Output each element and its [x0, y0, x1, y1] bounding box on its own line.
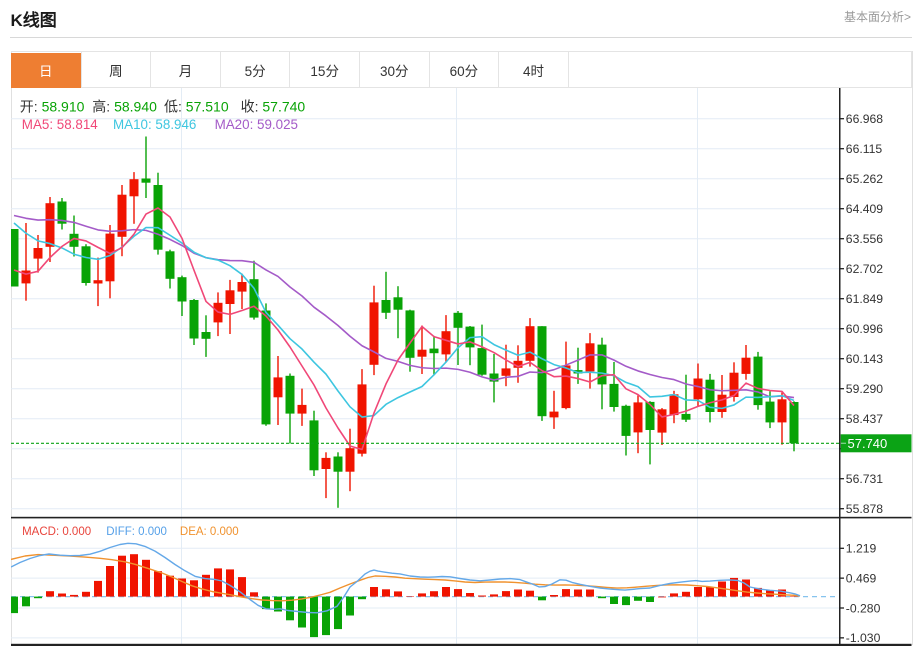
svg-text:63.556: 63.556 [846, 232, 883, 246]
svg-text:-1.030: -1.030 [846, 631, 881, 645]
svg-text:59.290: 59.290 [846, 382, 883, 396]
svg-text:DEA: 0.000: DEA: 0.000 [180, 526, 239, 538]
svg-text:60.996: 60.996 [846, 322, 883, 336]
svg-text:64.409: 64.409 [846, 202, 883, 216]
svg-text:1.219: 1.219 [846, 542, 877, 556]
svg-text:0.469: 0.469 [846, 571, 877, 585]
svg-text:66.968: 66.968 [846, 112, 883, 126]
svg-text:56.731: 56.731 [846, 472, 883, 486]
svg-text:收: 57.740: 收: 57.740 [241, 98, 306, 114]
svg-text:55.878: 55.878 [846, 502, 883, 516]
svg-text:66.115: 66.115 [846, 142, 883, 156]
svg-text:-0.280: -0.280 [846, 601, 881, 615]
svg-text:57.740: 57.740 [848, 436, 888, 451]
svg-text:61.849: 61.849 [846, 292, 883, 306]
svg-text:MACD: 0.000: MACD: 0.000 [22, 526, 91, 538]
svg-text:MA20: 59.025: MA20: 59.025 [215, 117, 298, 132]
svg-text:高: 58.940: 高: 58.940 [92, 98, 157, 114]
svg-text:58.437: 58.437 [846, 412, 883, 426]
svg-text:65.262: 65.262 [846, 172, 883, 186]
svg-text:62.702: 62.702 [846, 262, 883, 276]
svg-text:60.143: 60.143 [846, 352, 883, 366]
svg-text:MA10: 58.946: MA10: 58.946 [113, 117, 196, 132]
svg-text:开: 58.910: 开: 58.910 [20, 98, 85, 114]
svg-text:低: 57.510: 低: 57.510 [164, 98, 229, 114]
svg-text:MA5: 58.814: MA5: 58.814 [22, 117, 98, 132]
svg-text:DIFF: 0.000: DIFF: 0.000 [106, 526, 167, 538]
